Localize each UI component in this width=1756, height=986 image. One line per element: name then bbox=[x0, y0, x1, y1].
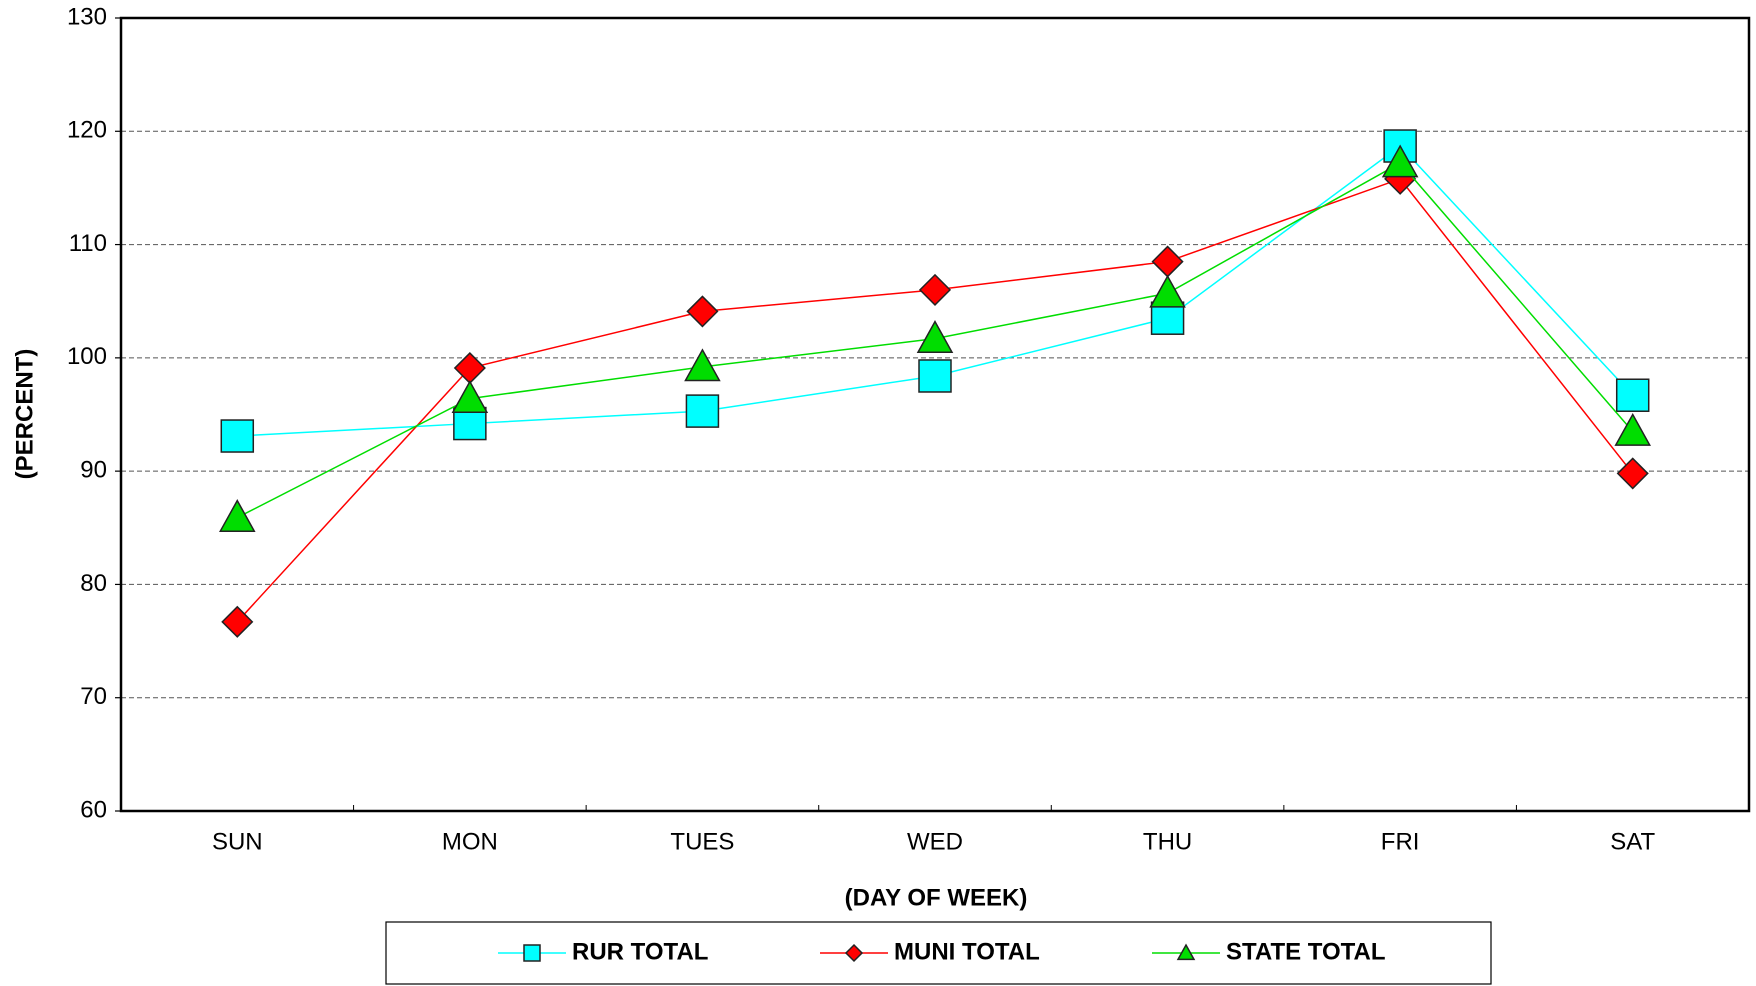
x-tick-label: SUN bbox=[212, 828, 263, 855]
marker bbox=[685, 394, 720, 428]
legend-box bbox=[385, 921, 1492, 985]
marker bbox=[221, 605, 254, 638]
marker bbox=[219, 499, 256, 532]
plot-frame bbox=[119, 16, 1751, 813]
x-tick-label: TUES bbox=[670, 828, 734, 855]
marker bbox=[916, 320, 954, 353]
y-tick-label: 100 bbox=[67, 343, 107, 370]
y-tick-label: 90 bbox=[80, 456, 107, 483]
marker bbox=[1151, 245, 1184, 278]
marker bbox=[1381, 144, 1419, 178]
y-tick-label: 120 bbox=[67, 117, 107, 144]
x-tick-label: THU bbox=[1143, 828, 1192, 855]
y-tick-label: 80 bbox=[80, 570, 107, 597]
marker bbox=[686, 295, 719, 328]
legend-label: RUR TOTAL bbox=[572, 938, 708, 965]
x-tick-label: FRI bbox=[1381, 828, 1420, 855]
x-axis-title: (DAY OF WEEK) bbox=[845, 884, 1028, 911]
series-line bbox=[236, 177, 1634, 623]
y-tick-label: 130 bbox=[67, 3, 107, 30]
y-tick-label: 60 bbox=[80, 796, 107, 823]
marker bbox=[1614, 412, 1651, 446]
x-tick-label: WED bbox=[907, 828, 963, 855]
y-axis-title: (PERCENT) bbox=[11, 349, 38, 480]
marker bbox=[1149, 274, 1186, 308]
y-tick-label: 110 bbox=[69, 230, 107, 257]
marker bbox=[1616, 457, 1649, 490]
x-tick-label: MON bbox=[442, 828, 498, 855]
marker bbox=[523, 944, 541, 962]
x-tick-label: SAT bbox=[1610, 828, 1655, 855]
marker bbox=[451, 380, 489, 413]
marker bbox=[918, 273, 952, 306]
marker bbox=[918, 359, 952, 393]
y-tick-label: 70 bbox=[80, 683, 107, 710]
legend-label: STATE TOTAL bbox=[1226, 938, 1386, 965]
marker bbox=[684, 348, 721, 382]
legend-label: MUNI TOTAL bbox=[894, 938, 1040, 965]
marker bbox=[844, 943, 864, 963]
marker bbox=[220, 419, 255, 453]
marker bbox=[1176, 943, 1196, 961]
marker bbox=[1615, 378, 1650, 412]
